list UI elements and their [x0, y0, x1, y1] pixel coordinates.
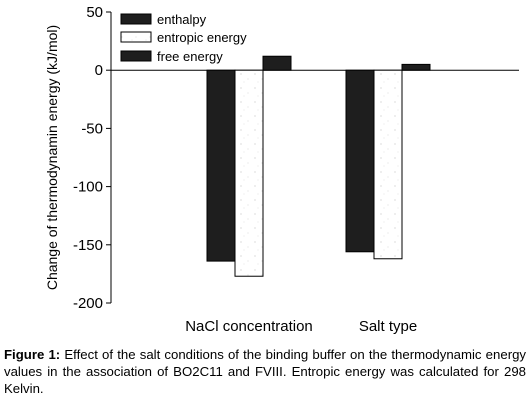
legend-label: entropic energy — [157, 30, 247, 45]
legend-swatch — [120, 50, 152, 62]
y-axis-label: Change of thermodynamin energy (kJ/mol) — [44, 25, 60, 290]
legend-label: enthalpy — [157, 12, 207, 27]
caption-text: Effect of the salt conditions of the bin… — [4, 347, 527, 396]
x-category-label: Salt type — [359, 318, 417, 335]
bar-entropic-energy — [373, 69, 403, 260]
caption-label: Figure 1: — [4, 347, 61, 362]
bar-free-energy — [262, 55, 292, 71]
legend-swatch — [120, 13, 152, 25]
y-tick-label: 50 — [86, 4, 103, 21]
legend-label: free energy — [157, 49, 223, 64]
y-tick-label: -150 — [73, 237, 103, 254]
figure-caption: Figure 1: Effect of the salt conditions … — [4, 346, 526, 397]
bar-enthalpy — [345, 69, 375, 253]
y-tick-label: -100 — [73, 179, 103, 196]
y-tick-label: 0 — [95, 62, 103, 79]
bar-entropic-energy — [234, 69, 264, 277]
bar-free-energy — [401, 63, 431, 71]
y-tick-label: -50 — [81, 120, 103, 137]
x-category-label: NaCl concentration — [185, 318, 313, 335]
chart: 50 0 -50 -100 -150 -200 Change of thermodynami… — [44, 4, 519, 335]
legend-swatch — [120, 31, 152, 43]
bar-enthalpy — [206, 69, 236, 262]
y-tick-label: -200 — [73, 295, 103, 312]
